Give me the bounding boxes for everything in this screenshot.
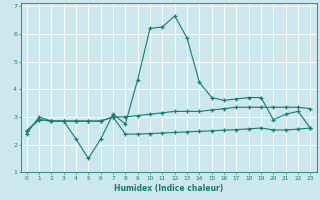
X-axis label: Humidex (Indice chaleur): Humidex (Indice chaleur) <box>114 184 223 193</box>
